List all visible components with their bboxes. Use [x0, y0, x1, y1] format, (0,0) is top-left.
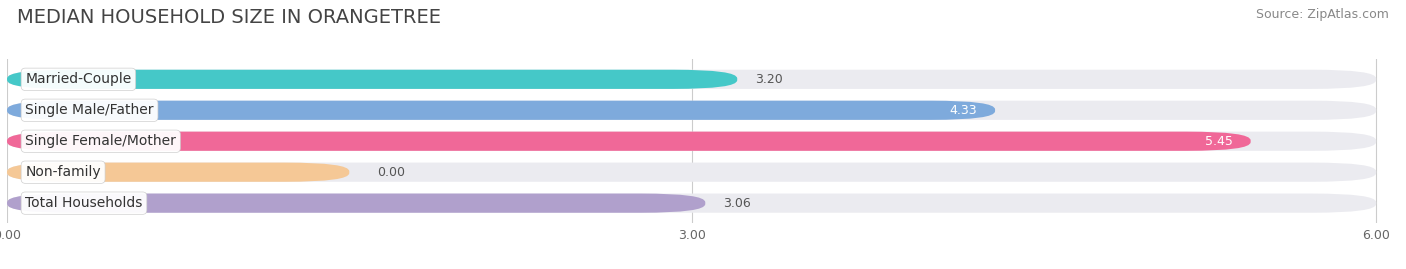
Text: 4.33: 4.33	[949, 104, 977, 117]
FancyBboxPatch shape	[7, 162, 1376, 182]
Text: Total Households: Total Households	[25, 196, 142, 210]
FancyBboxPatch shape	[7, 70, 737, 89]
Text: Source: ZipAtlas.com: Source: ZipAtlas.com	[1256, 8, 1389, 21]
FancyBboxPatch shape	[7, 132, 1376, 151]
Text: Single Male/Father: Single Male/Father	[25, 103, 153, 117]
FancyBboxPatch shape	[7, 101, 995, 120]
Text: Non-family: Non-family	[25, 165, 101, 179]
Text: 5.45: 5.45	[1205, 135, 1233, 148]
FancyBboxPatch shape	[7, 70, 1376, 89]
FancyBboxPatch shape	[7, 101, 1376, 120]
Text: Single Female/Mother: Single Female/Mother	[25, 134, 176, 148]
FancyBboxPatch shape	[7, 132, 1251, 151]
Text: 3.06: 3.06	[724, 197, 751, 210]
Text: MEDIAN HOUSEHOLD SIZE IN ORANGETREE: MEDIAN HOUSEHOLD SIZE IN ORANGETREE	[17, 8, 441, 27]
FancyBboxPatch shape	[7, 162, 349, 182]
FancyBboxPatch shape	[7, 194, 1376, 213]
Text: 0.00: 0.00	[377, 166, 405, 179]
Text: Married-Couple: Married-Couple	[25, 72, 132, 86]
FancyBboxPatch shape	[7, 194, 706, 213]
Text: 3.20: 3.20	[755, 73, 783, 86]
